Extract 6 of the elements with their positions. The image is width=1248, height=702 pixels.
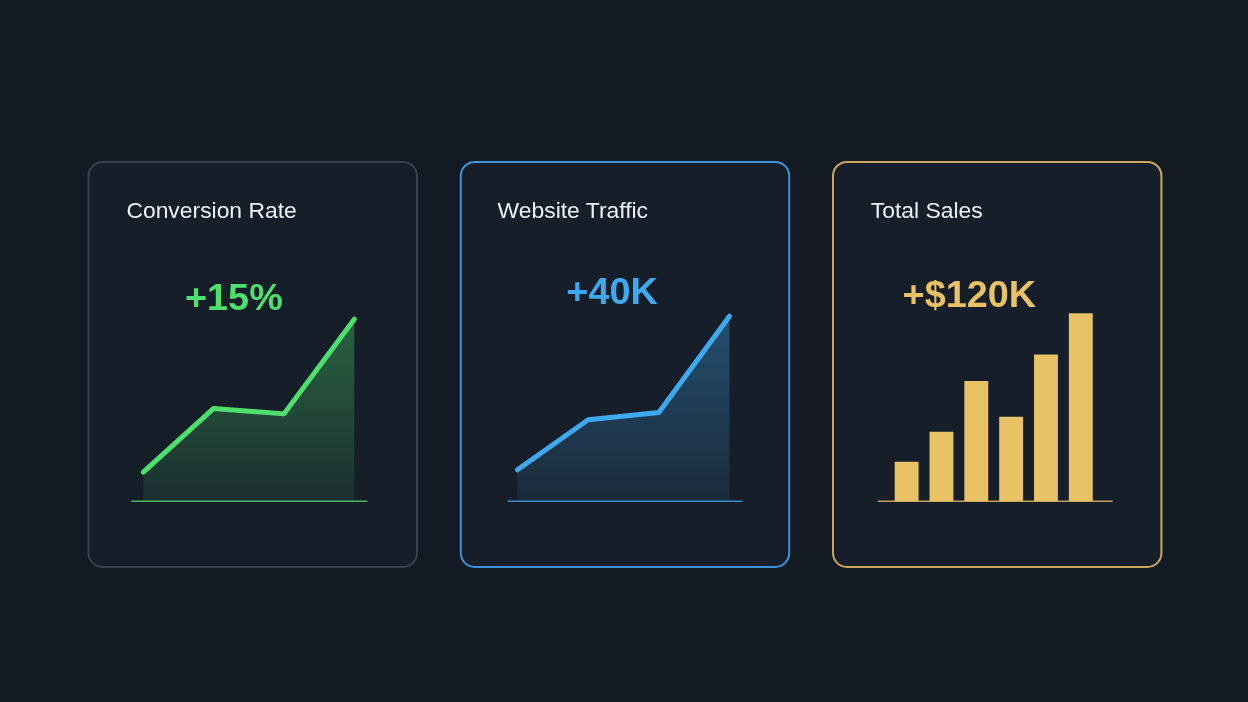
- chart-title: Total Sales: [870, 196, 983, 223]
- chart-title: Website Traffic: [497, 196, 649, 223]
- text: +15%: [185, 276, 283, 319]
- chart-title: Conversion Rate: [126, 196, 297, 223]
- annotation: +$120K: [902, 273, 1037, 316]
- text: +40K: [566, 270, 658, 313]
